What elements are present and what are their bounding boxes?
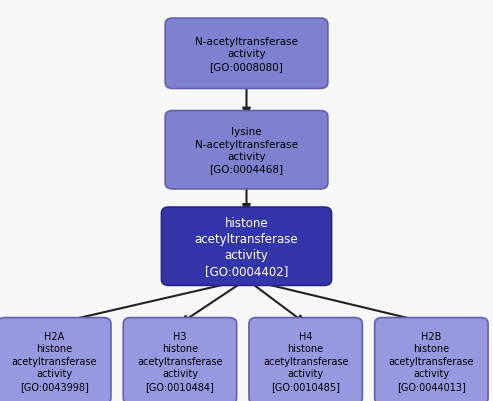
FancyBboxPatch shape [165,111,328,190]
Text: H4
histone
acetyltransferase
activity
[GO:0010485]: H4 histone acetyltransferase activity [G… [263,331,349,391]
FancyBboxPatch shape [0,318,111,401]
Text: H3
histone
acetyltransferase
activity
[GO:0010484]: H3 histone acetyltransferase activity [G… [137,331,223,391]
FancyBboxPatch shape [375,318,488,401]
FancyBboxPatch shape [123,318,237,401]
Text: N-acetyltransferase
activity
[GO:0008080]: N-acetyltransferase activity [GO:0008080… [195,37,298,71]
FancyBboxPatch shape [249,318,362,401]
FancyBboxPatch shape [165,19,328,89]
Text: lysine
N-acetyltransferase
activity
[GO:0004468]: lysine N-acetyltransferase activity [GO:… [195,127,298,174]
Text: H2A
histone
acetyltransferase
activity
[GO:0043998]: H2A histone acetyltransferase activity [… [11,331,97,391]
Text: histone
acetyltransferase
activity
[GO:0004402]: histone acetyltransferase activity [GO:0… [195,216,298,277]
FancyBboxPatch shape [162,208,331,286]
Text: H2B
histone
acetyltransferase
activity
[GO:0044013]: H2B histone acetyltransferase activity [… [388,331,474,391]
